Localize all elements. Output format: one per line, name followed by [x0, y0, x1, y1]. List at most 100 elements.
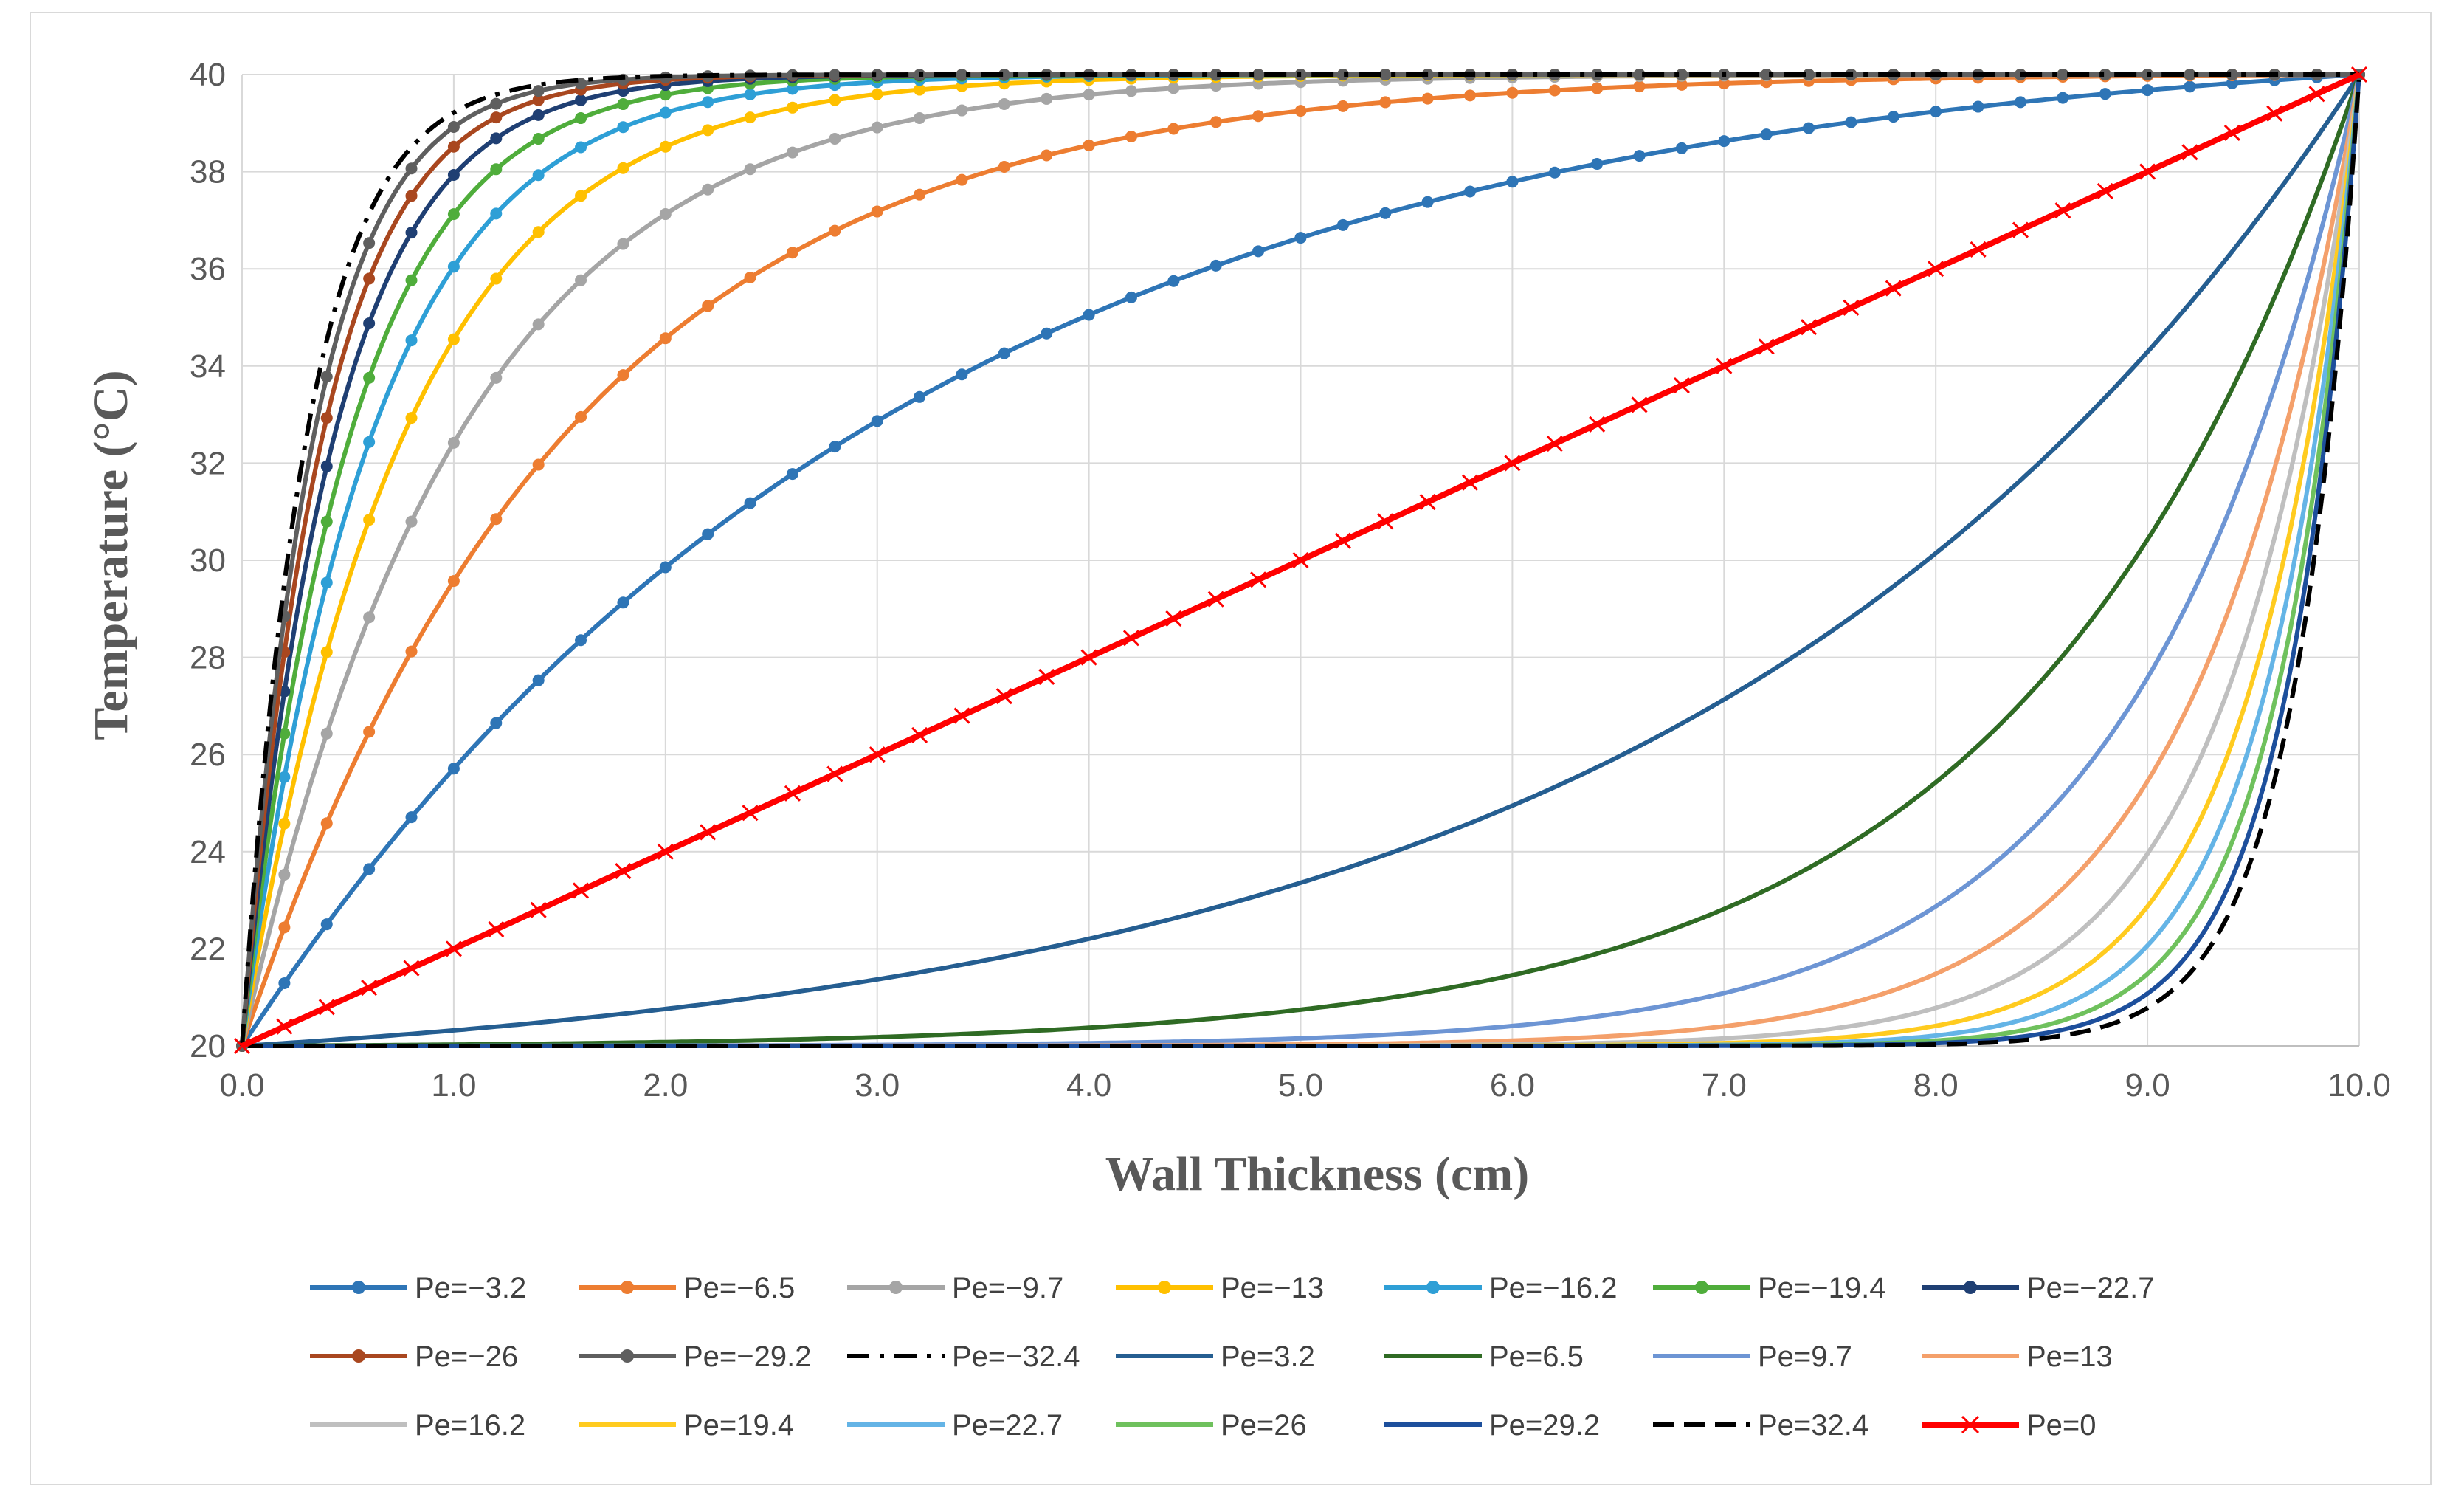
data-point — [405, 274, 418, 286]
x-tick-label: 4.0 — [1066, 1067, 1111, 1104]
legend-marker — [1961, 1415, 1980, 1434]
legend-label: Pe=3.2 — [1221, 1340, 1315, 1373]
data-point — [320, 460, 333, 472]
data-point — [953, 707, 970, 724]
data-point — [1125, 85, 1137, 97]
data-point — [1716, 357, 1733, 374]
data-point — [2226, 69, 2238, 80]
data-point — [405, 162, 418, 175]
y-tick-label: 40 — [190, 57, 226, 93]
data-point — [956, 173, 968, 186]
data-point — [1292, 551, 1309, 569]
data-point — [320, 646, 333, 658]
y-tick-label: 26 — [190, 737, 226, 773]
data-point — [575, 190, 587, 202]
data-point — [1972, 100, 1984, 113]
data-point — [2012, 221, 2029, 238]
legend-item: Pe=6.5 — [1384, 1340, 1584, 1373]
data-point — [1252, 110, 1265, 123]
data-point — [1041, 149, 1053, 162]
data-point — [1885, 280, 1902, 297]
x-tick-label: 2.0 — [643, 1067, 688, 1104]
data-point — [363, 317, 376, 330]
legend-label: Pe=0 — [2026, 1409, 2097, 1442]
series-line — [242, 74, 2361, 1048]
data-point — [702, 96, 714, 109]
series-layer — [233, 66, 2368, 1055]
data-point — [829, 132, 841, 145]
data-point — [1167, 82, 1180, 94]
data-point — [998, 347, 1010, 359]
legend-item: Pe=−13 — [1116, 1272, 1324, 1304]
data-point — [405, 811, 418, 824]
legend-marker — [889, 1281, 903, 1294]
data-point — [405, 334, 418, 347]
series-Pe=6.5 — [242, 74, 2361, 1048]
data-point — [786, 247, 798, 259]
data-point — [869, 746, 886, 763]
data-point — [1379, 69, 1392, 81]
legend-marker — [1964, 1281, 1977, 1294]
data-point — [2099, 88, 2111, 100]
data-point — [320, 371, 333, 383]
data-point — [532, 133, 545, 145]
data-point — [659, 89, 672, 101]
legend-item: Pe=−32.4 — [847, 1340, 1080, 1373]
data-point — [1675, 142, 1688, 154]
data-point — [278, 817, 291, 830]
data-point — [363, 272, 376, 285]
data-point — [914, 390, 926, 403]
legend-item: Pe=−3.2 — [310, 1272, 526, 1304]
data-point — [1675, 78, 1688, 91]
data-point — [659, 208, 672, 221]
data-point — [490, 513, 503, 526]
data-point — [702, 124, 714, 137]
data-point — [742, 805, 759, 822]
data-point — [490, 272, 503, 285]
y-tick-label: 32 — [190, 445, 226, 481]
data-point — [575, 112, 587, 125]
data-point — [2266, 105, 2283, 122]
data-point — [320, 412, 333, 424]
data-point — [1080, 649, 1097, 666]
data-point — [659, 332, 672, 345]
data-point — [403, 960, 420, 977]
data-point — [617, 596, 629, 609]
data-point — [1633, 80, 1646, 93]
data-point — [1504, 455, 1521, 472]
data-point — [659, 140, 672, 153]
data-point — [278, 771, 291, 783]
data-point — [1167, 275, 1180, 287]
x-tick-label: 5.0 — [1278, 1067, 1323, 1104]
data-point — [829, 224, 841, 237]
legend-item: Pe=−6.5 — [579, 1272, 795, 1304]
data-point — [488, 921, 505, 938]
data-point — [1803, 122, 1815, 134]
data-point — [1125, 130, 1137, 142]
data-point — [956, 69, 968, 81]
data-point — [1546, 436, 1563, 452]
data-point — [1294, 105, 1307, 117]
series-Pe=0 — [233, 66, 2368, 1055]
data-point — [2184, 69, 2196, 80]
data-point — [1845, 116, 1857, 128]
data-point — [871, 121, 883, 134]
data-point — [826, 765, 843, 782]
data-point — [998, 69, 1010, 81]
data-point — [956, 104, 968, 117]
data-point — [1209, 80, 1222, 92]
data-point — [575, 274, 587, 286]
data-point — [1250, 571, 1267, 588]
data-point — [617, 369, 629, 382]
legend-item: Pe=29.2 — [1384, 1409, 1600, 1442]
data-point — [2014, 96, 2026, 109]
legend-label: Pe=−9.7 — [952, 1272, 1063, 1304]
data-point — [829, 69, 841, 81]
data-point — [2350, 66, 2368, 83]
data-point — [1760, 69, 1773, 80]
data-point — [1167, 123, 1180, 135]
data-point — [405, 645, 418, 658]
data-point — [998, 97, 1010, 110]
data-point — [2223, 124, 2240, 142]
legend-label: Pe=22.7 — [952, 1409, 1063, 1442]
